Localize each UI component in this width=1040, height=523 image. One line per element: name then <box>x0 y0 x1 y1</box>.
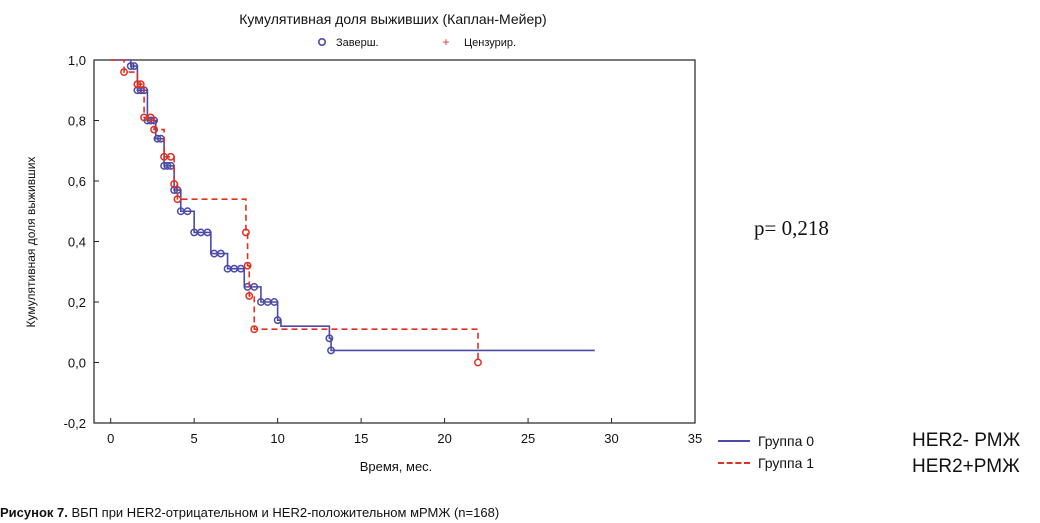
event-marker <box>120 68 129 77</box>
series-line-1 <box>110 59 479 363</box>
event-marker <box>270 298 279 306</box>
x-tick-label: 5 <box>191 431 198 446</box>
y-tick-label: -0,2 <box>64 416 86 431</box>
x-axis-label: Время, мес. <box>360 459 433 474</box>
event-marker <box>153 134 162 143</box>
series-line-0 <box>110 59 595 352</box>
event-marker <box>133 80 142 89</box>
y-tick-label: 0,0 <box>68 356 86 371</box>
chart-title: Кумулятивная доля выживших (Каплан-Мейер… <box>239 11 546 27</box>
figure-caption: Рисунок 7. ВБП при HER2-отрицательном и … <box>0 505 499 520</box>
event-marker <box>203 228 212 237</box>
y-axis: -0,2 0,0 0,2 0,4 0,6 0,8 1,0 <box>64 53 99 431</box>
marker-legend: Заверш. + Цензурир. <box>317 35 516 49</box>
event-marker <box>146 113 155 122</box>
x-tick-label: 20 <box>437 431 451 446</box>
group-0-note: HER2- РМЖ <box>912 430 1021 451</box>
caption-text: ВБП при HER2-отрицательном и HER2-положи… <box>67 505 500 520</box>
group-1-note: HER2+РМЖ <box>912 456 1020 477</box>
legend-group-1: Группа 1 <box>718 453 814 473</box>
y-tick-label: 0,4 <box>68 235 86 250</box>
event-marker <box>327 346 336 355</box>
event-marker <box>130 62 139 71</box>
event-marker <box>166 161 175 170</box>
y-tick-label: 1,0 <box>68 53 86 68</box>
event-marker <box>325 334 334 343</box>
y-axis-label: Кумулятивная доля выживших <box>24 157 38 328</box>
censored-marker-icon: + <box>442 35 449 49</box>
series-layer <box>110 59 595 367</box>
complete-marker-icon <box>317 37 326 46</box>
event-marker <box>243 261 252 270</box>
x-tick-label: 25 <box>521 431 535 446</box>
event-marker <box>173 195 182 204</box>
p-value: p= 0,218 <box>754 216 829 240</box>
y-tick-label: 0,8 <box>68 114 86 129</box>
legend-line-dashed <box>718 462 750 464</box>
event-marker <box>250 325 259 334</box>
x-tick-label: 15 <box>354 431 368 446</box>
legend-group-0-label: Группа 0 <box>758 433 815 449</box>
x-tick-label: 0 <box>107 431 114 446</box>
legend-complete-label: Заверш. <box>336 37 379 49</box>
event-marker <box>136 80 145 89</box>
x-tick-label: 10 <box>270 431 284 446</box>
caption-label: Рисунок 7. <box>0 505 68 520</box>
event-marker <box>183 207 192 216</box>
event-marker <box>166 152 175 161</box>
event-marker <box>241 228 250 237</box>
event-marker <box>236 264 245 273</box>
x-tick-label: 30 <box>604 431 618 446</box>
legend-group-1-label: Группа 1 <box>758 455 815 471</box>
km-chart: Кумулятивная доля выживших (Каплан-Мейер… <box>24 11 702 474</box>
event-marker <box>216 249 225 258</box>
legend-line-solid <box>718 440 750 442</box>
plot-frame <box>93 59 696 424</box>
event-marker <box>273 316 282 325</box>
y-tick-label: 0,2 <box>68 295 86 310</box>
y-tick-label: 0,6 <box>68 174 86 189</box>
event-marker <box>245 292 254 300</box>
legend-censored-label: Цензурир. <box>464 37 516 49</box>
event-marker <box>163 161 172 170</box>
event-marker <box>474 358 482 367</box>
x-tick-label: 35 <box>688 431 702 446</box>
event-marker <box>126 62 135 71</box>
legend-group-0: Группа 0 <box>718 431 814 451</box>
event-marker <box>250 282 259 291</box>
event-marker <box>170 180 179 188</box>
event-marker <box>150 125 159 134</box>
x-axis: 0 5 10 15 20 25 30 35 <box>107 418 702 446</box>
